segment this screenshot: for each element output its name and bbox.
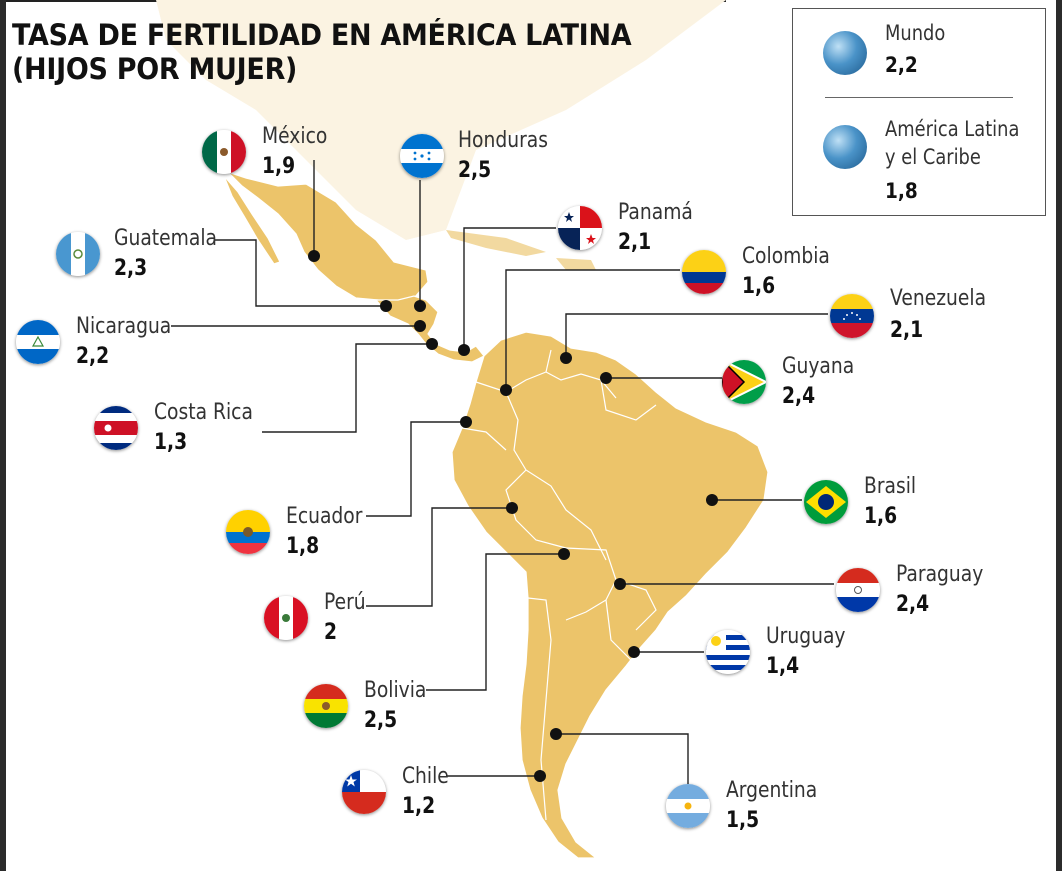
dot-paraguay [614, 578, 626, 590]
chile-value: 1,2 [402, 794, 436, 819]
dot-bolivia [558, 548, 570, 560]
guatemala-name: Guatemala [114, 226, 217, 251]
argentina-value: 1,5 [726, 808, 760, 833]
colombia-value: 1,6 [742, 274, 776, 299]
central-america-shape [374, 295, 485, 363]
costa-rica-value: 1,3 [154, 430, 188, 455]
venezuela-value: 2,1 [890, 318, 924, 343]
dot-peru [506, 502, 518, 514]
brasil-value: 1,6 [864, 504, 898, 529]
dot-nicaragua [414, 320, 426, 332]
leader-panama [463, 227, 556, 350]
south-america-shape [451, 331, 769, 859]
honduras-value: 2,5 [458, 158, 492, 183]
dot-guatemala [380, 300, 392, 312]
bolivia-value: 2,5 [364, 708, 398, 733]
leader-argentina [556, 733, 689, 784]
brasil-flag-icon [804, 480, 848, 524]
ecuador-name: Ecuador [286, 504, 363, 529]
guyana-value: 2,4 [782, 384, 816, 409]
paraguay-flag-icon [836, 568, 880, 612]
paraguay-value: 2,4 [896, 592, 930, 617]
peru-name: Perú [324, 590, 366, 615]
venezuela-flag-icon [830, 294, 874, 338]
venezuela-name: Venezuela [890, 286, 987, 311]
legend-world-label: Mundo [885, 21, 946, 45]
legend-box: Mundo 2,2 América Latina y el Caribe 1,8 [792, 8, 1046, 216]
colombia-flag-icon [682, 250, 726, 294]
title-line-1: TASA DE FERTILIDAD EN AMÉRICA LATINA [12, 18, 632, 52]
honduras-flag-icon [400, 134, 444, 178]
chile-flag-icon [342, 770, 386, 814]
guyana-name: Guyana [782, 354, 855, 379]
dot-brasil [706, 494, 718, 506]
mexico-flag-icon [202, 130, 246, 174]
mexico-value: 1,9 [262, 154, 296, 179]
dot-chile [534, 770, 546, 782]
uruguay-flag-icon [706, 630, 750, 674]
map-canvas [156, 0, 769, 859]
brasil-name: Brasil [864, 474, 917, 499]
leader-colombia [505, 269, 680, 390]
leader-bolivia [426, 553, 564, 691]
leader-ecuador [366, 421, 466, 517]
baja-california-shape [223, 175, 281, 265]
guyana-flag-icon [722, 360, 766, 404]
mexico-name: México [262, 124, 328, 149]
argentina-flag-icon [666, 784, 710, 828]
region-globe-icon [823, 125, 867, 169]
legend-region-label-2: y el Caribe [885, 145, 981, 169]
legend-region-label-1: América Latina [885, 117, 1020, 141]
leader-peru [366, 507, 512, 607]
panama-value: 2,1 [618, 230, 652, 255]
panama-name: Panamá [618, 200, 693, 225]
dot-mexico [308, 250, 320, 262]
country-borders [461, 349, 657, 821]
leader-venezuela [565, 313, 828, 358]
dot-honduras [414, 300, 426, 312]
north-america-shape [156, 0, 726, 240]
chile-name: Chile [402, 764, 449, 789]
nicaragua-value: 2,2 [76, 344, 110, 369]
colombia-name: Colombia [742, 244, 830, 269]
dot-argentina [550, 728, 562, 740]
peru-value: 2 [324, 620, 338, 645]
honduras-name: Honduras [458, 128, 548, 153]
leader-costa-rica [262, 343, 432, 433]
legend-divider [825, 97, 1013, 98]
leader-guatemala [214, 239, 386, 307]
hispaniola-shape [556, 258, 596, 270]
paraguay-name: Paraguay [896, 562, 984, 587]
dot-colombia [500, 384, 512, 396]
dot-panama [458, 344, 470, 356]
ecuador-value: 1,8 [286, 534, 320, 559]
bolivia-name: Bolivia [364, 678, 427, 703]
dot-uruguay [628, 646, 640, 658]
bolivia-flag-icon [304, 684, 348, 728]
ecuador-flag-icon [226, 510, 270, 554]
legend-world-value: 2,2 [885, 53, 918, 77]
title-line-2: (HIJOS POR MUJER) [12, 52, 298, 86]
leader-lines-layer [171, 160, 834, 784]
nicaragua-name: Nicaragua [76, 314, 172, 339]
dot-guyana [600, 372, 612, 384]
legend-region-value: 1,8 [885, 179, 918, 203]
world-globe-icon [823, 31, 867, 75]
guatemala-value: 2,3 [114, 256, 148, 281]
cuba-shape [446, 230, 546, 256]
dot-ecuador [460, 416, 472, 428]
map-title: TASA DE FERTILIDAD EN AMÉRICA LATINA (HI… [12, 18, 632, 86]
panama-flag-icon [558, 206, 602, 250]
peru-flag-icon [264, 596, 308, 640]
guatemala-flag-icon [56, 232, 100, 276]
costa-rica-name: Costa Rica [154, 400, 253, 425]
argentina-name: Argentina [726, 778, 818, 803]
uruguay-value: 1,4 [766, 654, 800, 679]
dot-venezuela [560, 352, 572, 364]
costa-rica-flag-icon [94, 406, 138, 450]
nicaragua-flag-icon [16, 320, 60, 364]
uruguay-name: Uruguay [766, 624, 846, 649]
dot-costa-rica [426, 338, 438, 350]
